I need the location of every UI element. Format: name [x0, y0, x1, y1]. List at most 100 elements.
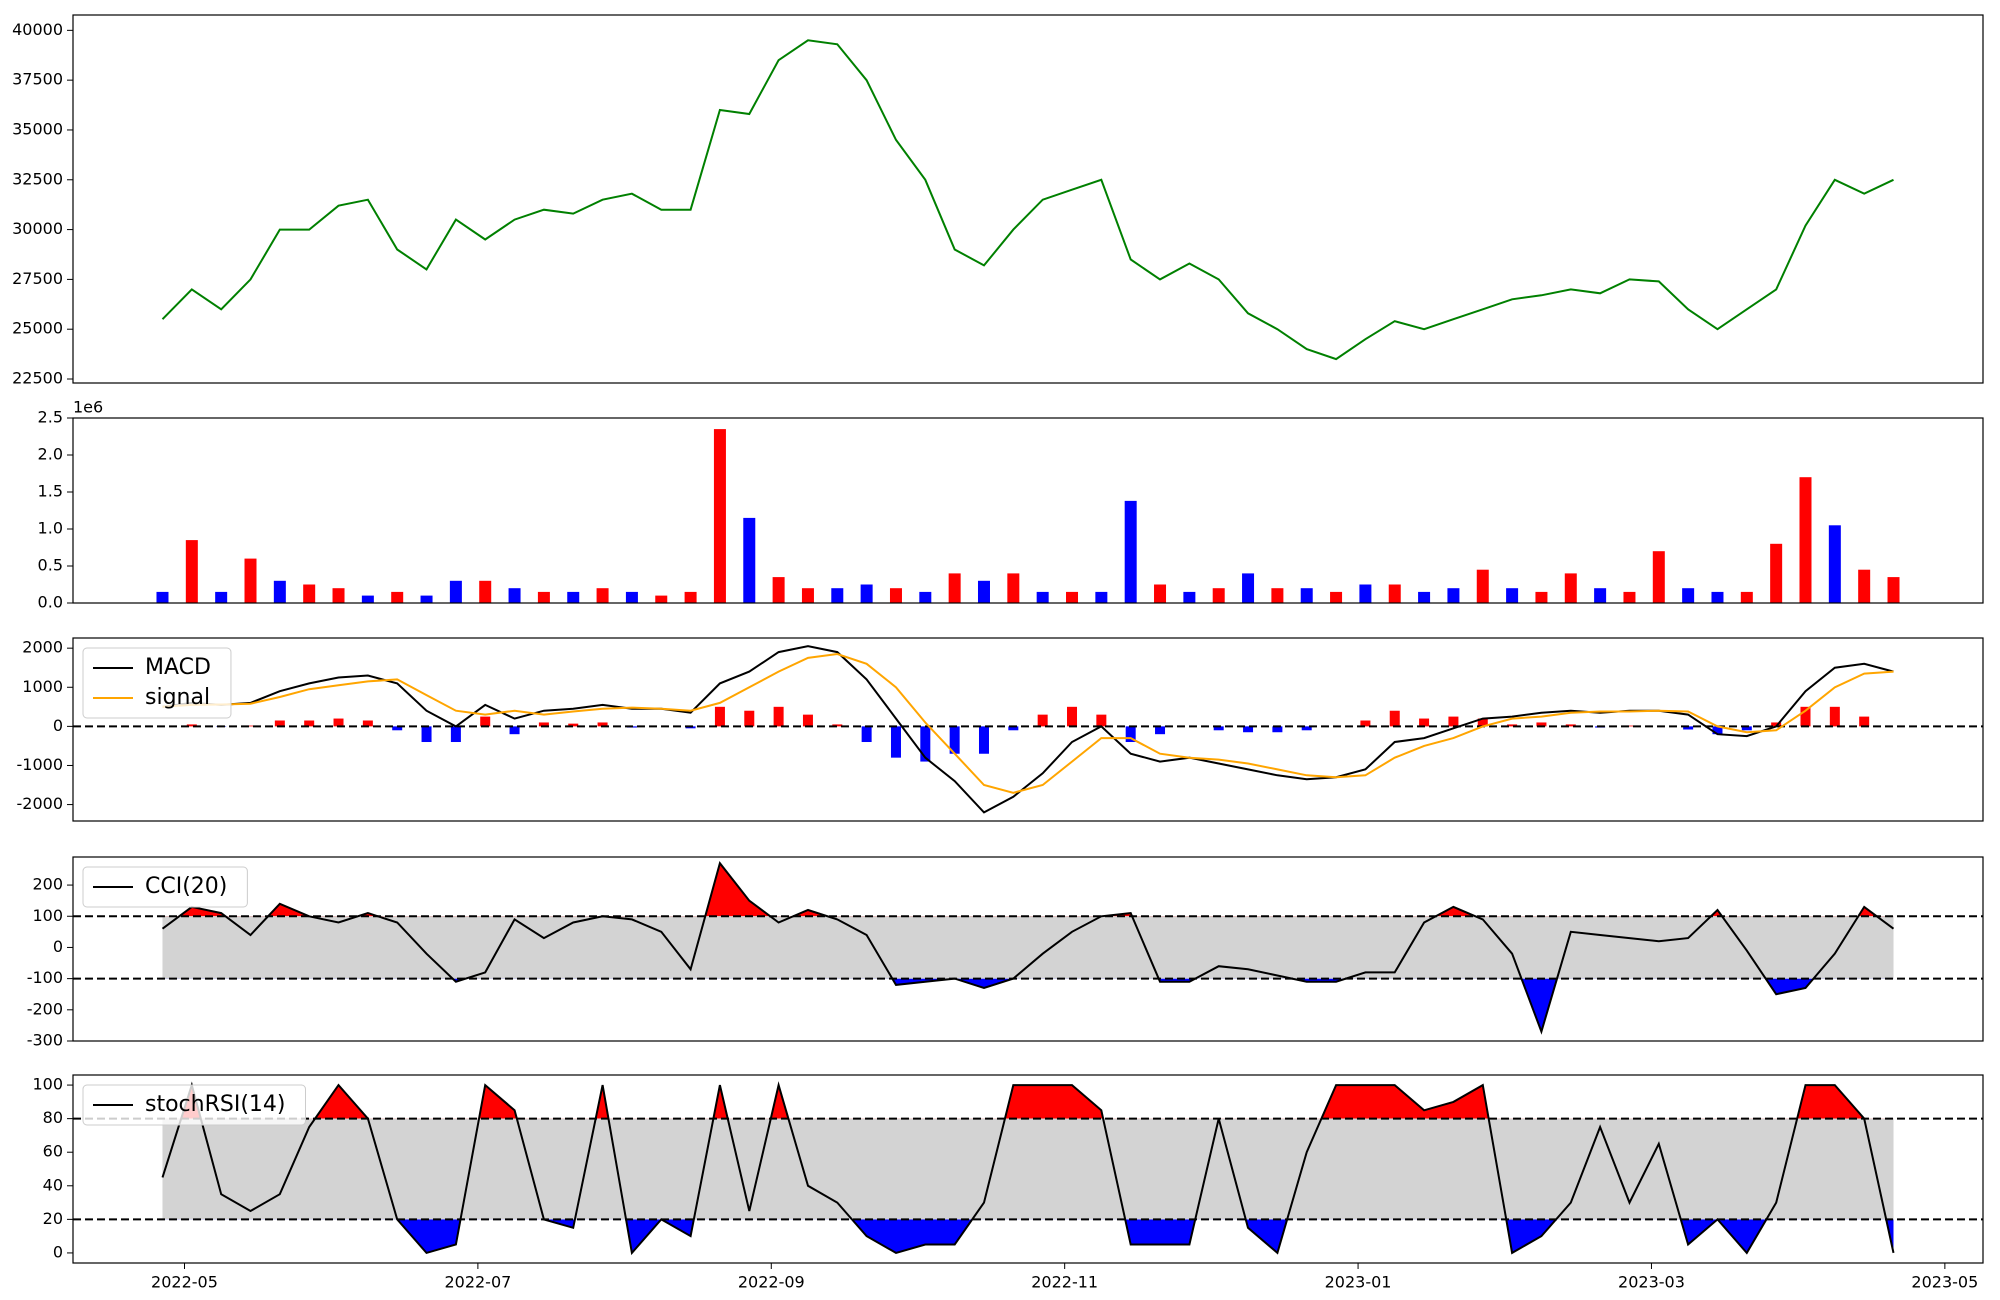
y-tick-label: 1.0 [38, 519, 63, 538]
histogram-bar [978, 726, 989, 754]
volume-bar [1007, 573, 1020, 603]
volume-bar [1623, 591, 1636, 603]
histogram-bar [538, 722, 549, 727]
y-tick-label: 27500 [12, 269, 63, 288]
y-tick-label: 30000 [12, 219, 63, 238]
y-tick-label: -300 [27, 1031, 63, 1050]
histogram-bar [1125, 726, 1136, 743]
volume-bar [1828, 525, 1841, 603]
histogram-bar [186, 724, 197, 727]
volume-bar [1682, 588, 1695, 603]
histogram-bar [1771, 722, 1782, 727]
volume-bar [743, 517, 756, 603]
axes-frame [72, 637, 1984, 822]
y-tick-label: 35000 [12, 119, 63, 138]
upper-fill [162, 1085, 1894, 1119]
axes-frame [72, 14, 1984, 384]
axes-frame [72, 856, 1984, 1042]
histogram-bar [1507, 724, 1518, 727]
volume-bar [1154, 584, 1167, 603]
histogram-bar [861, 726, 872, 743]
x-tick-label: 2022-09 [738, 1273, 805, 1292]
histogram-bar [1624, 725, 1635, 727]
histogram-bar [1712, 726, 1723, 735]
histogram-bar [1360, 720, 1371, 727]
volume-bar [1124, 500, 1137, 603]
legend-box [82, 1084, 306, 1126]
volume-bar [391, 591, 404, 603]
y-tick-label: 80 [43, 1108, 63, 1127]
volume-bar [948, 573, 961, 603]
histogram-bar [1419, 718, 1430, 727]
y-tick-label: 25000 [12, 319, 63, 338]
volume-bar [1770, 543, 1783, 603]
volume-bar [713, 429, 726, 603]
histogram-bar [1067, 706, 1078, 727]
x-tick-label: 2023-03 [1618, 1273, 1685, 1292]
series-line [162, 652, 1894, 794]
legend-label: CCI(20) [145, 874, 227, 899]
y-tick-label: 1000 [22, 677, 63, 696]
volume-bar [1887, 577, 1900, 603]
histogram-bar [1008, 726, 1019, 731]
volume-bar [1066, 591, 1079, 603]
volume-bar [596, 588, 609, 603]
axes-frame [72, 1074, 1984, 1264]
volume-bar [1036, 591, 1049, 603]
volume-bar [1300, 588, 1313, 603]
y-tick-label: 0 [53, 937, 63, 956]
histogram-bar [744, 710, 755, 727]
volume-bar [684, 591, 697, 603]
x-tick-label: 2022-11 [1031, 1273, 1098, 1292]
y-tick-label: 100 [32, 906, 63, 925]
volume-bar [1594, 588, 1607, 603]
y-tick-label: -100 [27, 968, 63, 987]
volume-bar [625, 591, 638, 603]
volume-bar [1359, 584, 1372, 603]
y-tick-label: 2000 [22, 638, 63, 657]
y-tick-label: 32500 [12, 169, 63, 188]
histogram-bar [920, 726, 931, 762]
volume-bar [332, 588, 345, 603]
y-tick-label: 200 [32, 875, 63, 894]
volume-bar [1183, 591, 1196, 603]
volume-bar [1535, 591, 1548, 603]
y-tick-label: 22500 [12, 369, 63, 388]
histogram-bar [1536, 722, 1547, 727]
histogram-bar [509, 726, 520, 735]
volume-bar [801, 588, 814, 603]
volume-bar [831, 588, 844, 603]
volume-bar [244, 558, 257, 603]
histogram-bar [890, 726, 901, 758]
histogram-bar [392, 726, 403, 731]
volume-bar [508, 588, 521, 603]
legend-box [82, 647, 232, 719]
histogram-bar [1448, 716, 1459, 727]
histogram-bar [245, 725, 256, 727]
y-tick-label: 20 [43, 1209, 63, 1228]
histogram-bar [421, 726, 432, 743]
volume-bar [977, 580, 990, 603]
x-tick-label: 2022-07 [444, 1273, 511, 1292]
volume-bar [1095, 591, 1108, 603]
volume-bar [889, 588, 902, 603]
volume-bar [1242, 573, 1255, 603]
histogram-bar [1155, 726, 1166, 735]
histogram-bar [1301, 726, 1312, 731]
y-tick-label: 40000 [12, 20, 63, 39]
volume-bar [919, 591, 932, 603]
volume-bar [1740, 591, 1753, 603]
volume-bar [479, 580, 492, 603]
histogram-bar [1829, 706, 1840, 727]
histogram-bar [1683, 726, 1694, 730]
histogram-bar [1800, 706, 1811, 727]
series-line [161, 1081, 1895, 1256]
y-tick-label: 60 [43, 1142, 63, 1161]
y-tick-label: 0 [53, 1242, 63, 1261]
histogram-bar [832, 724, 843, 727]
volume-bar [1858, 569, 1871, 603]
lower-fill [452, 978, 1814, 1032]
volume-bar [1330, 591, 1343, 603]
histogram-bar [1213, 726, 1224, 731]
